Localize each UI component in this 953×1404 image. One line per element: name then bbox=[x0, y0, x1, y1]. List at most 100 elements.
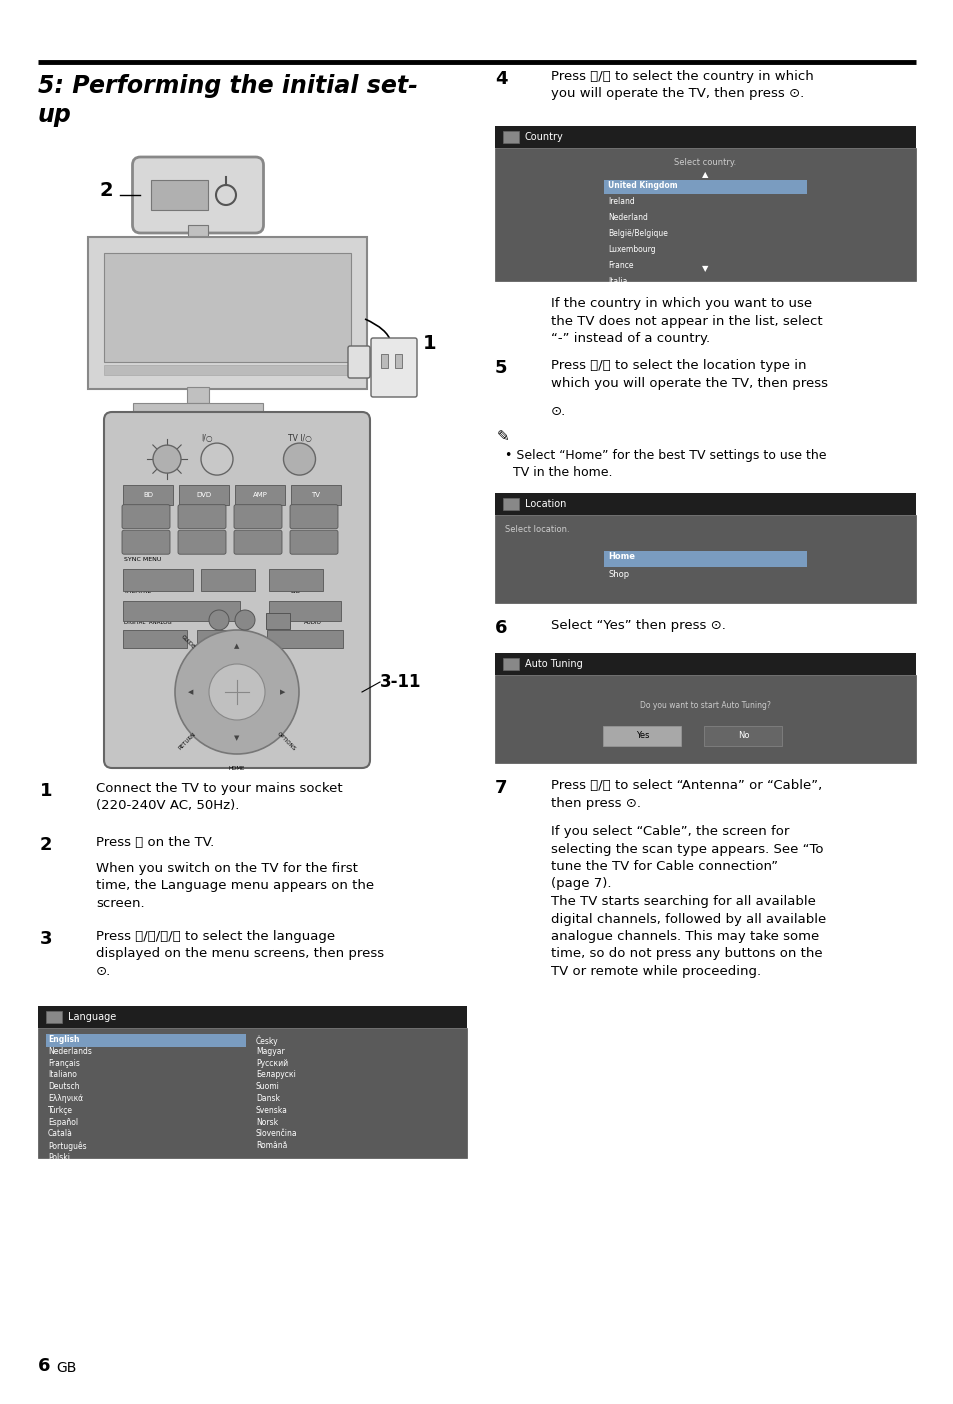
Text: Connect the TV to your mains socket
(220-240V AC, 50Hz).: Connect the TV to your mains socket (220… bbox=[96, 782, 342, 813]
Text: Italiano: Italiano bbox=[48, 1070, 77, 1080]
Text: Magyar: Magyar bbox=[255, 1047, 284, 1056]
FancyBboxPatch shape bbox=[188, 225, 208, 239]
Text: Press ⩱/⩲ to select “Antenna” or “Cable”,
then press ⊙.: Press ⩱/⩲ to select “Antenna” or “Cable”… bbox=[551, 779, 821, 810]
Text: Country: Country bbox=[524, 132, 563, 142]
Text: Select location.: Select location. bbox=[504, 525, 569, 534]
FancyBboxPatch shape bbox=[152, 180, 209, 211]
FancyBboxPatch shape bbox=[267, 630, 343, 649]
Circle shape bbox=[201, 444, 233, 475]
FancyBboxPatch shape bbox=[201, 569, 254, 591]
Text: Home: Home bbox=[608, 552, 635, 562]
FancyBboxPatch shape bbox=[233, 531, 282, 555]
Text: 5: 5 bbox=[495, 359, 507, 378]
FancyBboxPatch shape bbox=[495, 126, 915, 147]
Text: ▶: ▶ bbox=[280, 689, 285, 695]
FancyBboxPatch shape bbox=[123, 486, 172, 505]
Text: 3: 3 bbox=[40, 929, 52, 948]
FancyBboxPatch shape bbox=[495, 675, 915, 762]
Text: Polski: Polski bbox=[48, 1153, 70, 1163]
Circle shape bbox=[209, 609, 229, 630]
FancyBboxPatch shape bbox=[187, 388, 209, 403]
Text: France: France bbox=[608, 261, 634, 270]
Text: Auto Tuning: Auto Tuning bbox=[524, 658, 582, 668]
Text: ▼: ▼ bbox=[234, 736, 239, 741]
FancyBboxPatch shape bbox=[178, 504, 226, 529]
FancyBboxPatch shape bbox=[233, 504, 282, 529]
Text: If the country in which you want to use
the TV does not appear in the list, sele: If the country in which you want to use … bbox=[551, 298, 821, 345]
FancyBboxPatch shape bbox=[269, 601, 340, 621]
Text: ▲: ▲ bbox=[701, 170, 708, 178]
FancyBboxPatch shape bbox=[603, 726, 680, 746]
FancyBboxPatch shape bbox=[348, 345, 370, 378]
FancyBboxPatch shape bbox=[604, 550, 805, 567]
Text: Česky: Česky bbox=[255, 1035, 278, 1046]
Text: Ireland: Ireland bbox=[608, 197, 635, 206]
Text: Slovenčina: Slovenčina bbox=[255, 1129, 297, 1139]
Text: Беларускі: Беларускі bbox=[255, 1070, 295, 1080]
FancyBboxPatch shape bbox=[132, 157, 263, 233]
FancyBboxPatch shape bbox=[502, 658, 518, 670]
Text: AMP: AMP bbox=[253, 493, 267, 498]
Text: ◀: ◀ bbox=[188, 689, 193, 695]
Text: Select “Yes” then press ⊙.: Select “Yes” then press ⊙. bbox=[551, 619, 725, 632]
Text: When you switch on the TV for the first
time, the Language menu appears on the
s: When you switch on the TV for the first … bbox=[96, 862, 374, 910]
Text: 1: 1 bbox=[40, 782, 52, 800]
Text: • Select “Home” for the best TV settings to use the
  TV in the home.: • Select “Home” for the best TV settings… bbox=[504, 449, 825, 480]
FancyBboxPatch shape bbox=[266, 614, 290, 629]
FancyBboxPatch shape bbox=[46, 1033, 246, 1047]
Text: ⊙.: ⊙. bbox=[551, 404, 566, 418]
Text: 3-11: 3-11 bbox=[379, 673, 421, 691]
Text: RETURN: RETURN bbox=[177, 731, 197, 751]
Text: Press ⩱/⩲ to select the country in which
you will operate the TV, then press ⊙.: Press ⩱/⩲ to select the country in which… bbox=[551, 70, 813, 101]
Text: Suomi: Suomi bbox=[255, 1082, 279, 1091]
FancyBboxPatch shape bbox=[46, 1011, 62, 1024]
Text: Yes: Yes bbox=[635, 731, 648, 740]
FancyBboxPatch shape bbox=[371, 338, 416, 397]
Text: België/Belgique: België/Belgique bbox=[608, 229, 668, 239]
Text: Luxembourg: Luxembourg bbox=[608, 246, 656, 254]
Text: TV I/○: TV I/○ bbox=[287, 434, 311, 442]
Text: EIB: EIB bbox=[290, 590, 299, 594]
Circle shape bbox=[209, 664, 265, 720]
Text: Select country.: Select country. bbox=[674, 159, 736, 167]
Text: Svenska: Svenska bbox=[255, 1106, 288, 1115]
Text: OPTIONS: OPTIONS bbox=[275, 731, 296, 751]
FancyBboxPatch shape bbox=[122, 504, 170, 529]
FancyBboxPatch shape bbox=[104, 253, 351, 362]
FancyBboxPatch shape bbox=[395, 354, 401, 368]
Text: Press ⓘ on the TV.: Press ⓘ on the TV. bbox=[96, 835, 214, 849]
Text: ▲: ▲ bbox=[234, 643, 239, 649]
Text: English: English bbox=[48, 1035, 79, 1045]
Text: Nederlands: Nederlands bbox=[48, 1047, 91, 1056]
FancyBboxPatch shape bbox=[269, 569, 323, 591]
Text: No: No bbox=[737, 731, 748, 740]
Text: DIGITAL  ANALOG: DIGITAL ANALOG bbox=[124, 621, 172, 625]
FancyBboxPatch shape bbox=[104, 411, 370, 768]
Text: DVD: DVD bbox=[196, 493, 212, 498]
Text: GUIDE: GUIDE bbox=[179, 635, 195, 650]
FancyBboxPatch shape bbox=[179, 486, 229, 505]
Text: Location: Location bbox=[524, 498, 566, 510]
Text: THEATRE: THEATRE bbox=[124, 590, 152, 594]
Text: Press ⩱/⩲/⩰/⩳ to select the language
displayed on the menu screens, then press
⊙: Press ⩱/⩲/⩰/⩳ to select the language dis… bbox=[96, 929, 384, 979]
FancyBboxPatch shape bbox=[604, 180, 805, 194]
FancyBboxPatch shape bbox=[88, 237, 367, 389]
FancyBboxPatch shape bbox=[703, 726, 781, 746]
Text: 1: 1 bbox=[422, 334, 436, 352]
FancyBboxPatch shape bbox=[123, 569, 193, 591]
Circle shape bbox=[174, 630, 298, 754]
Text: Türkçe: Türkçe bbox=[48, 1106, 73, 1115]
FancyBboxPatch shape bbox=[123, 630, 187, 649]
Text: BD: BD bbox=[143, 493, 152, 498]
Text: 5: Performing the initial set-
up: 5: Performing the initial set- up bbox=[38, 74, 417, 126]
FancyBboxPatch shape bbox=[380, 354, 388, 368]
Text: Dansk: Dansk bbox=[255, 1094, 280, 1104]
FancyBboxPatch shape bbox=[104, 365, 351, 375]
Text: Română: Română bbox=[255, 1141, 287, 1150]
FancyBboxPatch shape bbox=[178, 531, 226, 555]
Text: TV: TV bbox=[312, 493, 320, 498]
Text: Français: Français bbox=[48, 1059, 80, 1067]
Text: Italia: Italia bbox=[608, 277, 627, 286]
Text: Español: Español bbox=[48, 1118, 78, 1126]
FancyBboxPatch shape bbox=[495, 515, 915, 602]
